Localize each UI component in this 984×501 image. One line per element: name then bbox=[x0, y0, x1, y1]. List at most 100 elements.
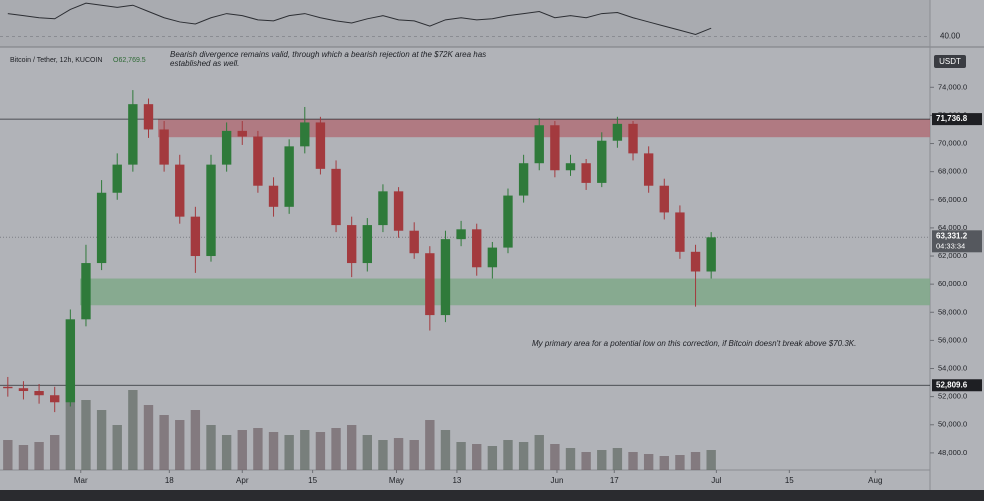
volume-bar bbox=[612, 448, 623, 470]
volume-bar bbox=[378, 440, 388, 470]
volume-bar bbox=[440, 430, 451, 470]
y-tick-label: 54,000.0 bbox=[938, 364, 967, 373]
candle-body bbox=[143, 104, 154, 130]
candle-body bbox=[597, 140, 607, 183]
volume-bar bbox=[393, 438, 404, 470]
volume-bar bbox=[268, 432, 279, 470]
volume-bar bbox=[315, 432, 326, 470]
y-tick-label: 48,000.0 bbox=[938, 448, 967, 457]
y-tick-label: 58,000.0 bbox=[938, 307, 967, 316]
volume-bar bbox=[112, 425, 122, 470]
y-tick-label: 64,000.0 bbox=[938, 223, 967, 232]
volume-bar bbox=[65, 380, 76, 470]
y-tick-label: 50,000.0 bbox=[938, 420, 967, 429]
candle-body bbox=[472, 229, 482, 268]
x-tick-label: 13 bbox=[452, 476, 461, 485]
candle-body bbox=[34, 391, 44, 396]
candle-body bbox=[18, 388, 29, 392]
candle-body bbox=[190, 216, 201, 257]
candle-body bbox=[393, 191, 404, 231]
volume-bar bbox=[81, 400, 91, 470]
volume-bar bbox=[675, 455, 685, 470]
candle-body bbox=[268, 185, 279, 207]
volume-bar bbox=[581, 452, 591, 470]
volume-bar bbox=[518, 442, 529, 470]
oscillator-panel bbox=[0, 0, 930, 47]
volume-bar bbox=[221, 435, 232, 470]
candle-body bbox=[628, 123, 638, 154]
y-tick-label: 74,000.0 bbox=[938, 82, 967, 91]
x-tick-label: 15 bbox=[308, 476, 317, 485]
candle-body bbox=[565, 163, 576, 171]
x-tick-label: 15 bbox=[785, 476, 794, 485]
candle-body bbox=[81, 263, 91, 320]
candle-body bbox=[550, 125, 560, 171]
oscillator-tick-label: 40.00 bbox=[940, 32, 961, 41]
candle-body bbox=[675, 212, 685, 252]
volume-bar bbox=[690, 452, 701, 470]
volume-bar bbox=[503, 440, 513, 470]
candle-body bbox=[3, 386, 13, 389]
volume-bar bbox=[643, 454, 654, 470]
volume-bar bbox=[597, 450, 607, 470]
x-tick-label: Apr bbox=[236, 476, 249, 485]
volume-bar bbox=[331, 428, 341, 470]
y-tick-label: 70,000.0 bbox=[938, 139, 967, 148]
volume-bar bbox=[175, 420, 185, 470]
candle-body bbox=[362, 225, 372, 264]
x-tick-label: Jun bbox=[551, 476, 564, 485]
volume-bar bbox=[534, 435, 544, 470]
x-tick-label: May bbox=[389, 476, 404, 485]
y-tick-label: 68,000.0 bbox=[938, 167, 967, 176]
annotation-box: Bearish divergence remains valid, throug… bbox=[170, 50, 487, 68]
volume-bar bbox=[3, 440, 13, 470]
x-tick-label: 18 bbox=[165, 476, 174, 485]
volume-bar bbox=[34, 442, 44, 470]
candle-body bbox=[518, 163, 529, 196]
annotation: Bearish divergence remains valid, throug… bbox=[170, 50, 487, 68]
candle-body bbox=[456, 229, 466, 240]
y-tick-label: 56,000.0 bbox=[938, 335, 967, 344]
ohlc-open: O62,769.5 bbox=[113, 57, 146, 64]
candle-body bbox=[440, 239, 451, 316]
y-tick-label: 66,000.0 bbox=[938, 195, 967, 204]
candle-body bbox=[96, 192, 107, 264]
volume-bar bbox=[143, 405, 154, 470]
x-tick-label: 17 bbox=[610, 476, 619, 485]
volume-bar bbox=[18, 445, 29, 470]
volume-bar bbox=[300, 430, 310, 470]
volume-bar bbox=[237, 430, 247, 470]
y-tick-label: 62,000.0 bbox=[938, 251, 967, 260]
candle-body bbox=[221, 130, 232, 165]
volume-bar bbox=[284, 435, 294, 470]
level-label: 71,736.8 bbox=[936, 114, 968, 123]
candle-body bbox=[112, 164, 122, 193]
volume-bar bbox=[409, 440, 419, 470]
volume-bar bbox=[362, 435, 372, 470]
annotation: My primary area for a potential low on t… bbox=[532, 339, 856, 348]
last-price-label: 63,331.2 bbox=[936, 231, 968, 240]
volume-bar bbox=[659, 456, 669, 470]
volume-bar bbox=[190, 410, 201, 470]
last-price-badge bbox=[932, 230, 982, 253]
candle-body bbox=[487, 247, 498, 268]
volume-bar bbox=[550, 444, 560, 470]
symbol-title: Bitcoin / Tether, 12h, KUCOIN bbox=[10, 57, 102, 64]
candle-body bbox=[659, 185, 669, 213]
candle-body bbox=[253, 136, 263, 186]
y-tick-label: 52,000.0 bbox=[938, 392, 967, 401]
candle-body bbox=[65, 319, 76, 403]
candle-body bbox=[237, 130, 247, 137]
candle-body bbox=[159, 129, 169, 165]
volume-bar bbox=[96, 410, 107, 470]
candle-body bbox=[581, 163, 591, 183]
candle-body bbox=[315, 122, 326, 169]
candle-body bbox=[425, 253, 435, 316]
volume-bar bbox=[346, 425, 357, 470]
volume-bar bbox=[425, 420, 435, 470]
x-tick-label: Mar bbox=[74, 476, 88, 485]
candle-body bbox=[284, 146, 294, 207]
level-badge bbox=[932, 379, 982, 392]
volume-bar bbox=[628, 452, 638, 470]
candle-body bbox=[128, 104, 138, 165]
